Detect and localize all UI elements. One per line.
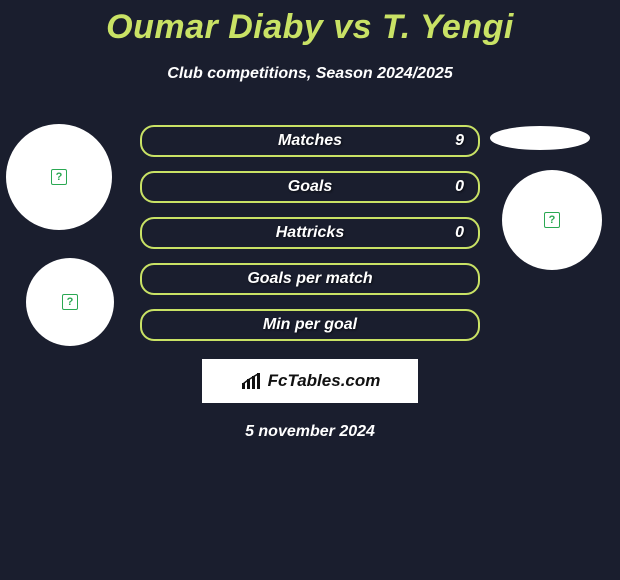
placeholder-image-icon [51,169,67,185]
stat-value: 0 [455,224,464,242]
stat-value: 0 [455,178,464,196]
player-avatar-left-top [6,124,112,230]
stat-value: 9 [455,132,464,150]
stat-label: Goals per match [247,270,372,288]
stat-label: Matches [278,132,342,150]
placeholder-image-icon [544,212,560,228]
snapshot-date: 5 november 2024 [0,423,620,441]
subtitle: Club competitions, Season 2024/2025 [0,65,620,83]
source-logo[interactable]: FcTables.com [202,359,418,403]
decorative-ellipse [490,126,590,150]
stat-label: Hattricks [276,224,344,242]
stat-label: Min per goal [263,316,357,334]
placeholder-image-icon [62,294,78,310]
stat-label: Goals [288,178,332,196]
stat-row-min-per-goal: Min per goal [140,309,480,341]
fctables-chart-icon [240,372,262,390]
player-avatar-left-bottom [26,258,114,346]
page-title: Oumar Diaby vs T. Yengi [0,0,620,47]
stat-row-hattricks: Hattricks 0 [140,217,480,249]
stat-row-goals-per-match: Goals per match [140,263,480,295]
stats-list: Matches 9 Goals 0 Hattricks 0 Goals per … [140,125,480,341]
logo-text: FcTables.com [268,371,381,391]
stat-row-goals: Goals 0 [140,171,480,203]
stat-row-matches: Matches 9 [140,125,480,157]
player-avatar-right [502,170,602,270]
